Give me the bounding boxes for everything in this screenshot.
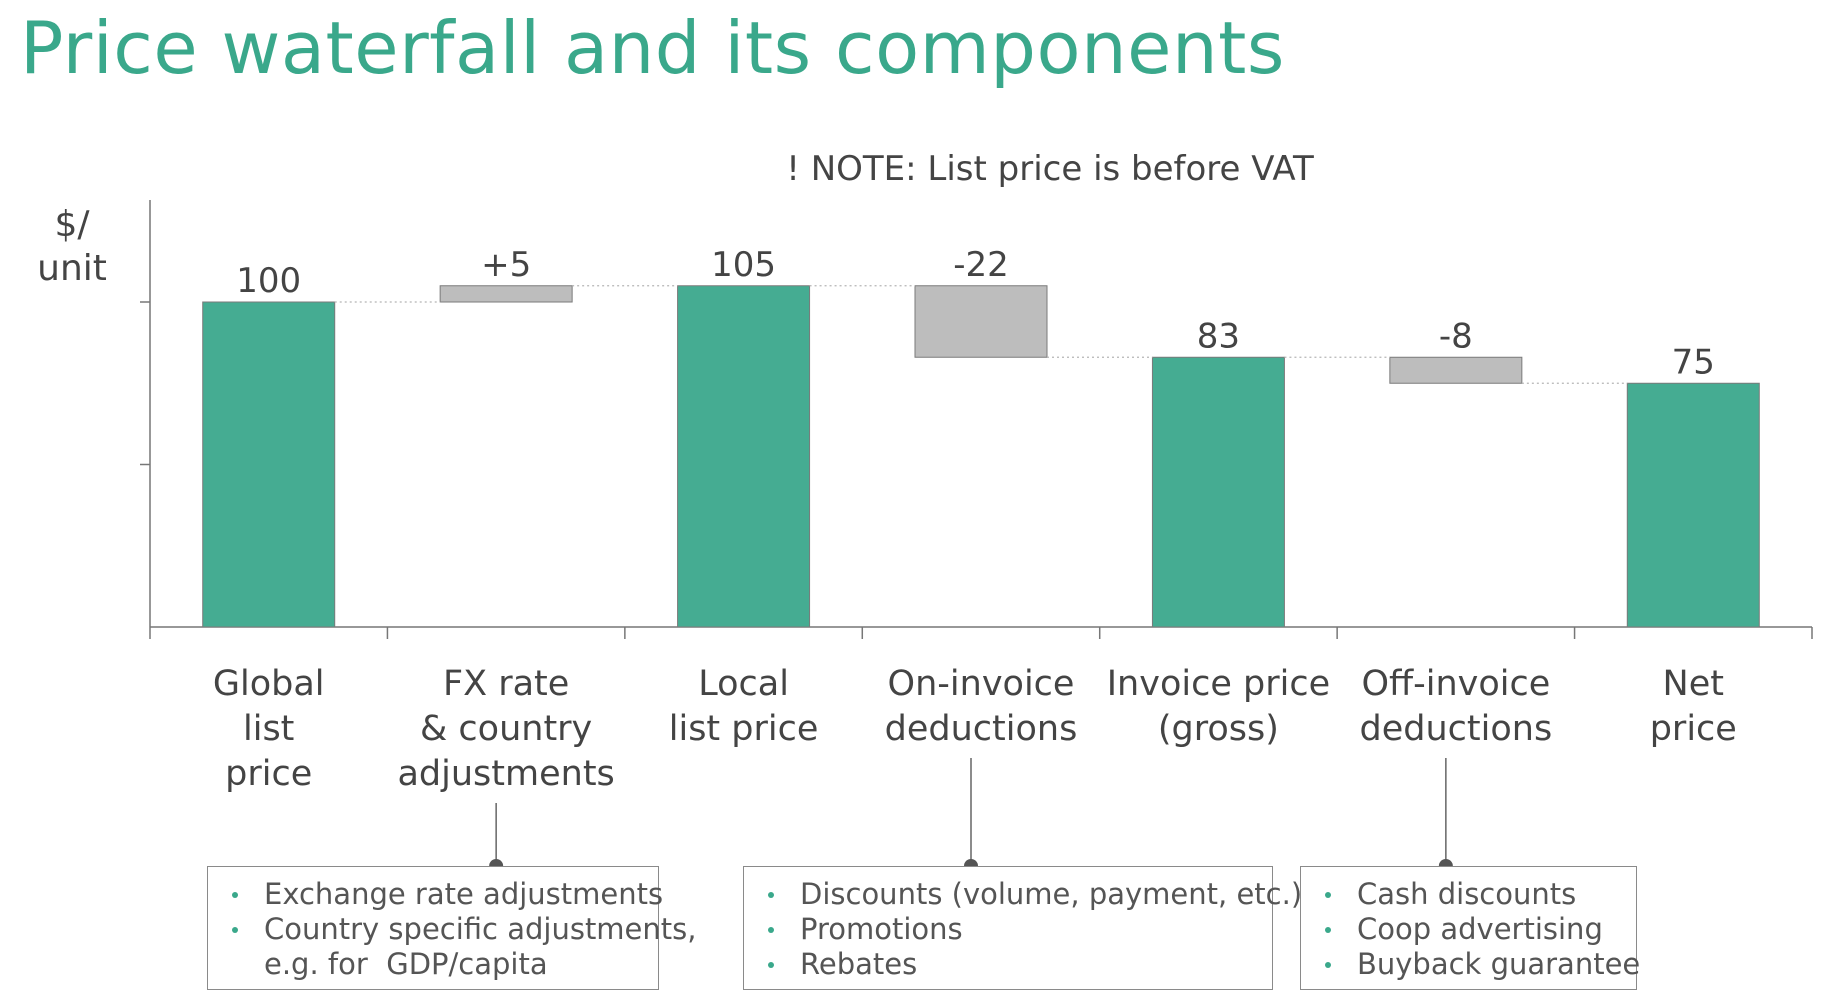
callout-item: Buyback guarantee (1311, 947, 1640, 982)
data-label: 83 (1197, 316, 1240, 356)
callout-fx-adjustments: Exchange rate adjustments Country specif… (207, 866, 696, 990)
callout-item: Exchange rate adjustments (218, 877, 663, 912)
data-label: +5 (481, 245, 531, 285)
y-axis-label: $/unit (37, 204, 107, 289)
callout-item: Cash discounts (1311, 877, 1626, 912)
chart-note: ! NOTE: List price is before VAT (786, 149, 1314, 189)
category-label: On-invoice deductions (885, 664, 1078, 749)
bar-total (1151, 356, 1285, 628)
category-label: Invoice price (gross) (1107, 664, 1330, 749)
category-label: Local list price (669, 664, 819, 749)
data-label: -22 (953, 245, 1009, 285)
page-title: Price waterfall and its components (20, 6, 1285, 90)
data-label: -8 (1439, 316, 1473, 356)
data-label: 75 (1672, 342, 1715, 382)
category-label: Global list price (213, 664, 325, 794)
bar-change (439, 285, 573, 303)
category-label: Off-invoice deductions (1360, 664, 1553, 749)
bar-change (1389, 356, 1523, 384)
bar-total (677, 285, 811, 628)
category-label: FX rate & country adjustments (397, 664, 614, 794)
callout-item: Rebates (754, 947, 1262, 982)
data-label: 105 (711, 245, 776, 285)
callout-item: Discounts (volume, payment, etc.) (754, 877, 1302, 912)
bar-total (202, 301, 336, 628)
category-label: Net price (1650, 664, 1737, 749)
callout-off-invoice: Cash discounts Coop advertising Buyback … (1300, 866, 1640, 990)
data-label: 100 (236, 261, 301, 301)
callout-item: Country specific adjustments, e.g. for G… (218, 912, 696, 982)
bar-total (1626, 382, 1760, 628)
bar-change (914, 285, 1048, 358)
callout-on-invoice: Discounts (volume, payment, etc.) Promot… (743, 866, 1302, 990)
callout-item: Coop advertising (1311, 912, 1626, 947)
callout-item: Promotions (754, 912, 1262, 947)
